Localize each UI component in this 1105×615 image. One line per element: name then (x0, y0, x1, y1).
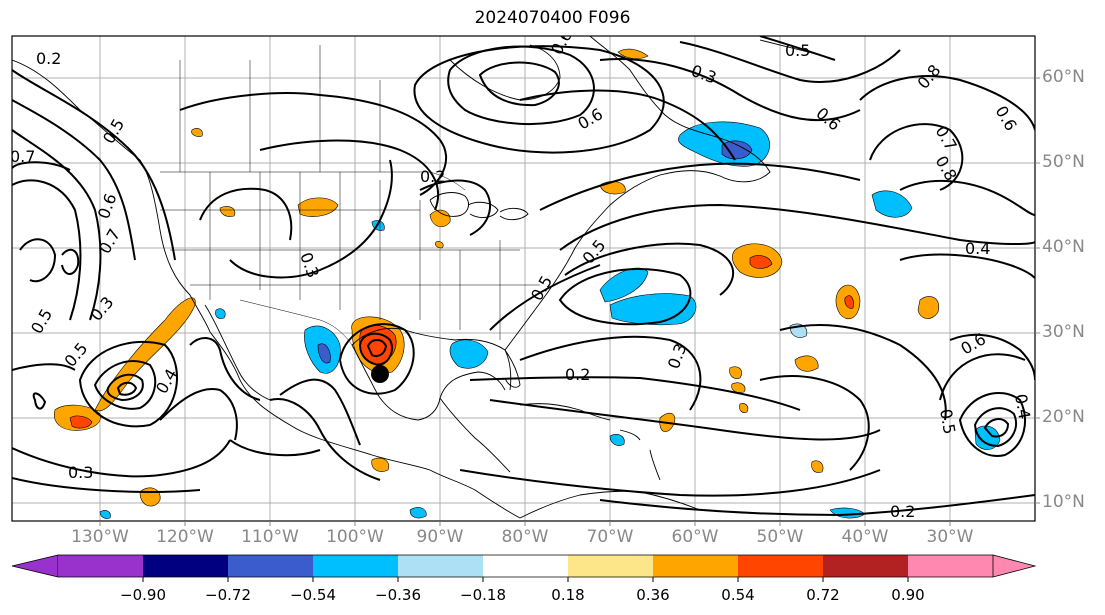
map-frame (11, 35, 1036, 522)
colorbar-tick-label: −0.18 (460, 586, 506, 604)
lon-label: 120°W (156, 527, 214, 547)
lon-label: 70°W (586, 527, 634, 547)
axis-ticks (99, 77, 1040, 526)
coastlines (12, 36, 821, 519)
colorbar-tick-label: −0.72 (205, 586, 251, 604)
svg-text:1.0: 1.0 (0, 230, 16, 255)
lat-label: 20°N (1042, 407, 1085, 427)
svg-text:0.4: 0.4 (1011, 392, 1034, 420)
lon-label: 110°W (241, 527, 299, 547)
lon-label: 100°W (326, 527, 384, 547)
storm-center-marker (371, 365, 389, 383)
lat-label: 60°N (1042, 67, 1085, 87)
colorbar-tick-label: −0.90 (120, 586, 166, 604)
lon-label: 50°W (756, 527, 804, 547)
svg-text:0.2: 0.2 (420, 167, 445, 186)
lon-label: 40°W (841, 527, 889, 547)
contour-lines (12, 36, 1035, 517)
lat-label: 30°N (1042, 322, 1085, 342)
map-title: 2024070400 F096 (474, 8, 631, 28)
colorbar-tick-label: 0.72 (806, 586, 840, 604)
colorbar-tick-label: 0.54 (721, 586, 755, 604)
lat-label: 50°N (1042, 152, 1085, 172)
lat-lon-grid (12, 36, 1035, 521)
colorbar-tick-label: −0.54 (290, 586, 336, 604)
lon-label: 130°W (71, 527, 129, 547)
lon-label: 60°W (671, 527, 719, 547)
svg-text:0.3: 0.3 (68, 463, 93, 482)
svg-text:0.4: 0.4 (965, 239, 990, 258)
svg-text:0.7: 0.7 (10, 147, 35, 166)
colorbar-tick-label: 0.18 (551, 586, 585, 604)
svg-text:0.8: 0.8 (0, 275, 16, 300)
svg-text:0.2: 0.2 (565, 365, 590, 384)
svg-text:0.5: 0.5 (785, 41, 810, 60)
lat-label: 40°N (1042, 237, 1085, 257)
svg-text:0.2: 0.2 (890, 502, 915, 521)
colorbar-tick-label: 0.90 (891, 586, 925, 604)
lon-label: 80°W (501, 527, 549, 547)
svg-text:0.2: 0.2 (36, 49, 61, 68)
lon-label: 90°W (416, 527, 464, 547)
colorbar-tick-label: −0.36 (375, 586, 421, 604)
shaded-anomaly-regions (53, 48, 1001, 519)
country-state-borders (160, 45, 540, 346)
shade-pacific-band (94, 297, 196, 412)
lon-label: 30°W (926, 527, 974, 547)
lat-label: 10°N (1042, 492, 1085, 512)
svg-text:0.5: 0.5 (936, 407, 959, 435)
map-panel (12, 36, 1035, 521)
colorbar-tick-label: 0.36 (636, 586, 670, 604)
colorbar (11, 554, 1037, 582)
